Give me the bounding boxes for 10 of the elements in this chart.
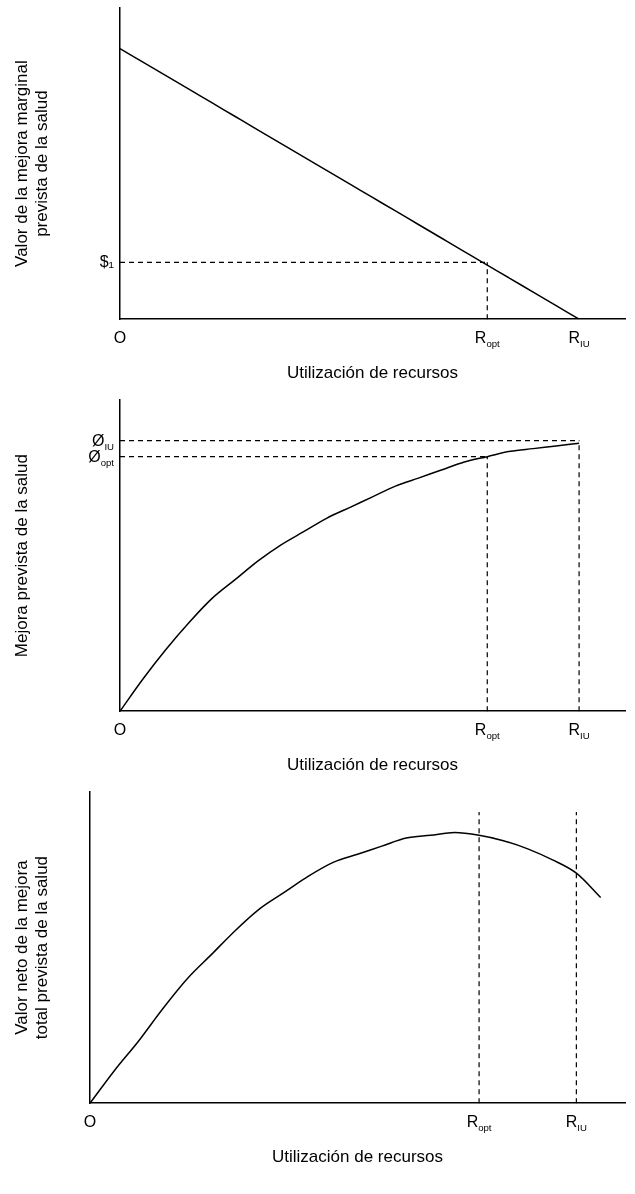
x-axis-title: Utilización de recursos xyxy=(286,363,459,383)
x-tick-label: O xyxy=(113,329,127,347)
x-axis-title: Utilización de recursos xyxy=(286,755,459,775)
y-axis-title: Valor neto de la mejora total prevista de la salud xyxy=(11,855,52,1040)
x-axis-title: Utilización de recursos xyxy=(271,1147,444,1167)
x-tick-label: O xyxy=(83,1113,97,1131)
y-axis-title: Mejora prevista de la salud xyxy=(11,454,31,658)
y-axis-title: Valor de la mejora marginal prevista de la salud xyxy=(11,60,52,267)
ref-line-label: $₁ xyxy=(99,253,114,271)
x-tick-label: O xyxy=(113,721,127,739)
